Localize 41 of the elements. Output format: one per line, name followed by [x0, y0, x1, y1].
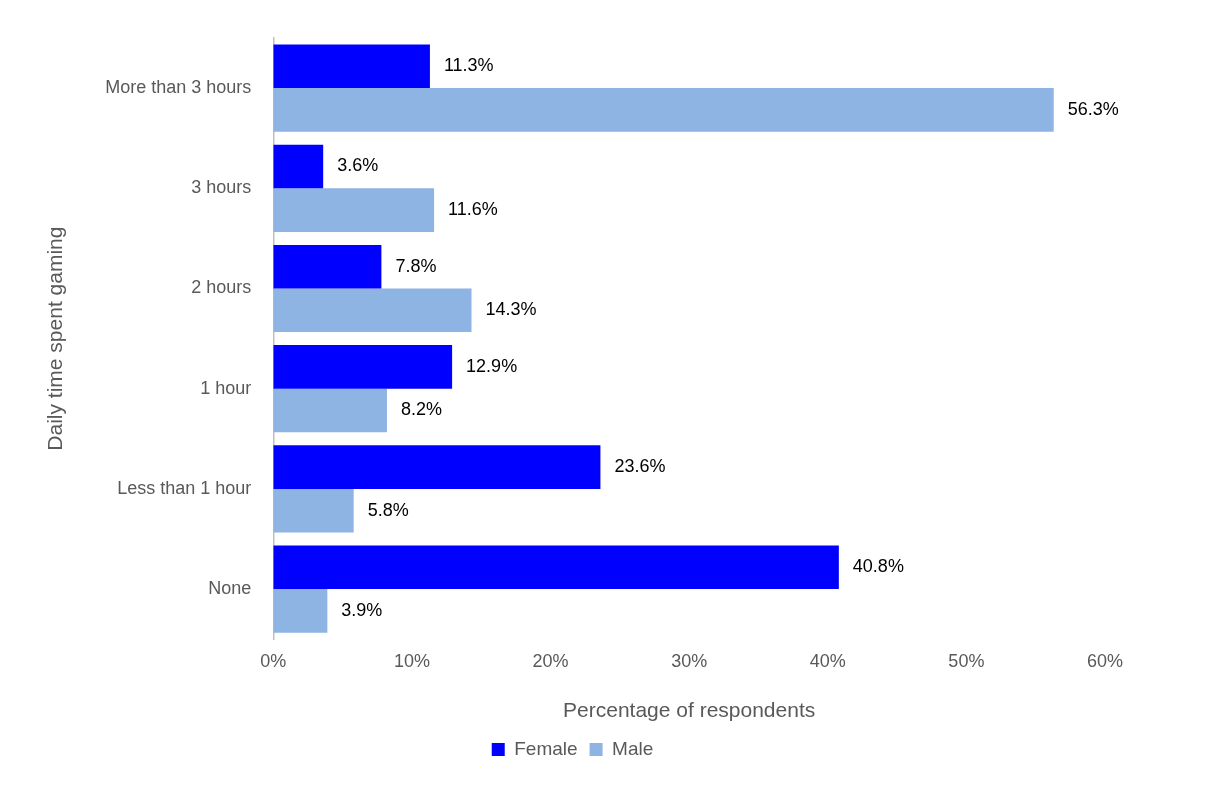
y-axis-title: Daily time spent gaming: [43, 226, 67, 451]
bar: [273, 188, 435, 232]
bar: [273, 488, 354, 533]
y-tick-label: 2 hours: [191, 277, 252, 298]
data-label: 3.6%: [337, 155, 379, 176]
data-label: 8.2%: [400, 399, 442, 420]
x-tick-label: 50%: [948, 650, 985, 671]
data-label: 3.9%: [341, 599, 383, 620]
data-label: 14.3%: [485, 299, 537, 320]
y-tick-label: 1 hour: [200, 377, 252, 398]
x-tick-label: 60%: [1086, 650, 1124, 671]
data-label: 11.3%: [443, 55, 494, 76]
data-label: 23.6%: [614, 456, 666, 477]
y-tick-label: None: [208, 578, 252, 599]
x-tick-label: 30%: [671, 650, 708, 671]
bar: [273, 345, 453, 389]
x-tick-label: 10%: [393, 650, 430, 671]
x-tick-label: 20%: [532, 650, 569, 671]
legend-label: Female: [514, 737, 578, 759]
bar: [273, 589, 328, 633]
bar: [273, 388, 387, 433]
data-label: 7.8%: [395, 255, 437, 276]
x-axis-title: Percentage of respondents: [563, 698, 816, 722]
data-label: 12.9%: [466, 355, 518, 376]
x-tick-label: 0%: [260, 650, 287, 671]
legend-label: Male: [612, 737, 654, 759]
data-label: 40.8%: [852, 556, 904, 577]
bar: [273, 445, 601, 489]
y-tick-label: More than 3 hours: [105, 77, 252, 98]
bar: [273, 44, 430, 89]
y-tick-label: Less than 1 hour: [117, 477, 252, 498]
y-tick-label: 3 hours: [191, 177, 252, 198]
data-label: 11.6%: [448, 199, 498, 220]
data-label: 5.8%: [367, 499, 409, 520]
bar: [273, 545, 839, 590]
bar: [273, 88, 1054, 132]
bar: [273, 244, 382, 289]
bar: [273, 144, 324, 189]
data-label: 56.3%: [1067, 98, 1119, 119]
bar: [273, 288, 472, 333]
x-tick-label: 40%: [809, 650, 846, 671]
